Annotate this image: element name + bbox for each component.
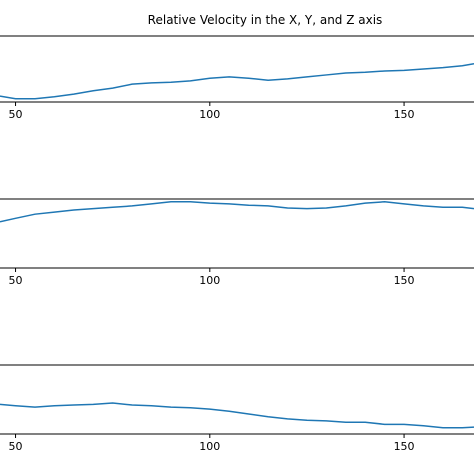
x-tick-label: 100 [199,440,220,453]
x-tick-label: 150 [394,274,415,287]
data-line [0,402,474,429]
x-tick-label: 50 [9,440,23,453]
axes-frame [0,198,474,269]
x-tick-label: 100 [199,108,220,121]
chart-title: Relative Velocity in the X, Y, and Z axi… [148,13,383,27]
data-line [0,201,474,223]
axes-frame [0,364,474,435]
x-tick-label: 50 [9,108,23,121]
x-tick-label: 150 [394,108,415,121]
x-tick-label: 50 [9,274,23,287]
axes-frame [0,35,474,103]
x-tick-label: 100 [199,274,220,287]
x-tick-label: 150 [394,440,415,453]
data-line [0,62,474,100]
